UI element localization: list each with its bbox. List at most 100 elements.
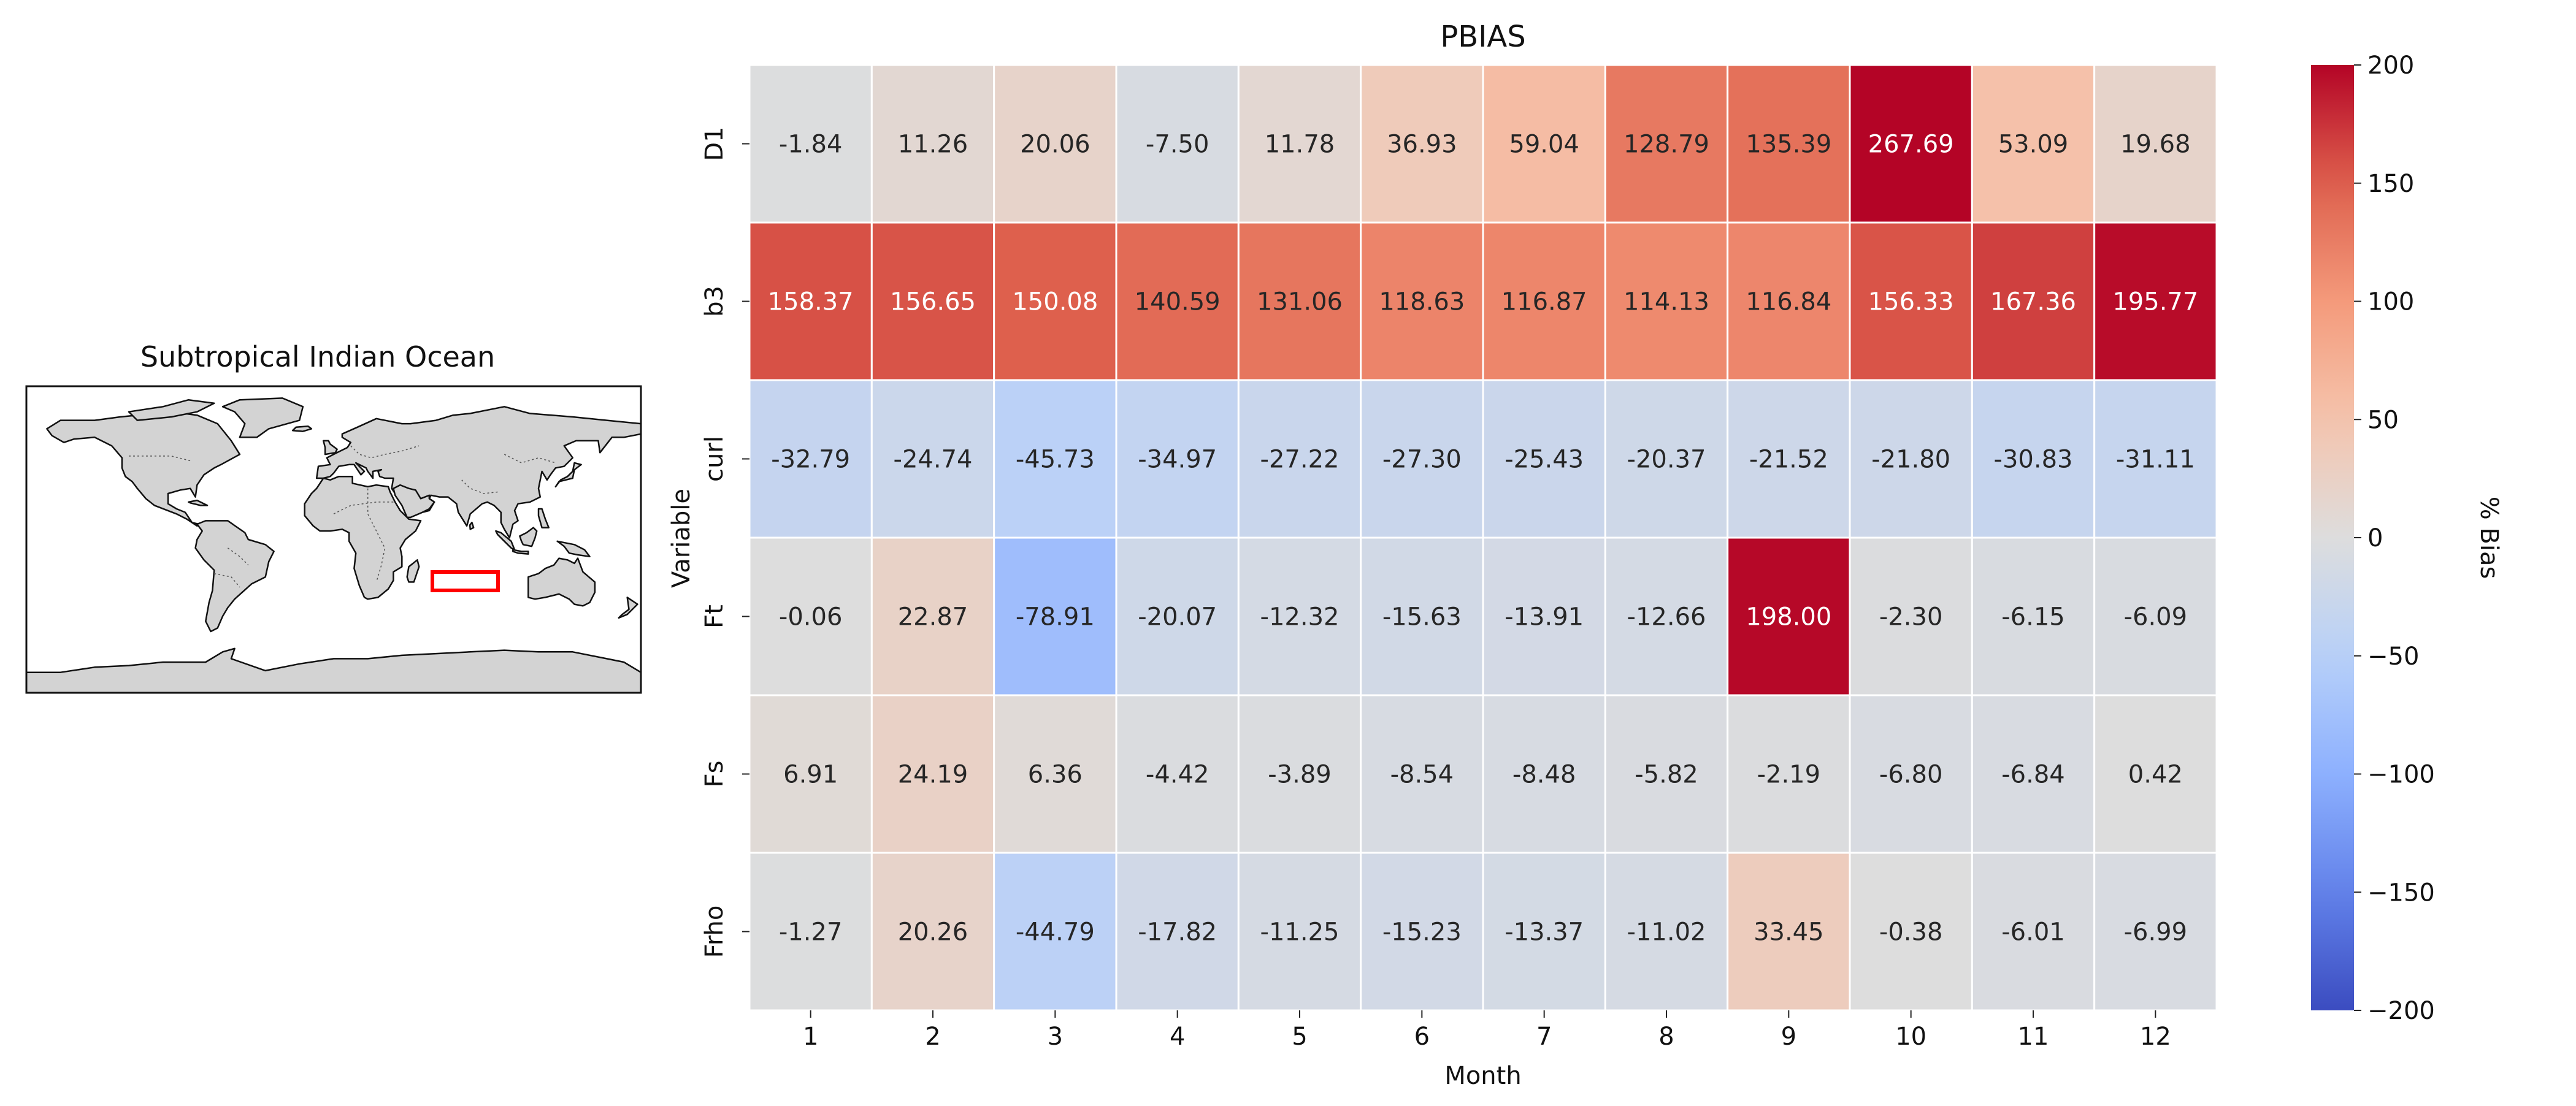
colorbar-tick-label: −150 (2367, 879, 2435, 907)
cell-label-ft-10: -2.30 (1879, 603, 1943, 631)
map-panel: Subtropical Indian Ocean (25, 340, 642, 694)
heatmap-cell-d1-11 (1971, 64, 2096, 224)
y-tick-label: Fs (700, 761, 729, 788)
cell-label-frho-3: -44.79 (1016, 918, 1095, 947)
cell-label-frho-10: -0.38 (1879, 918, 1943, 947)
heatmap-cell-frho-4 (1115, 852, 1240, 1012)
cell-label-d1-6: 36.93 (1387, 131, 1457, 159)
map-land (26, 397, 641, 693)
cell-label-fs-3: 6.36 (1028, 761, 1083, 789)
cell-label-curl-11: -30.83 (1994, 446, 2073, 474)
cell-label-b3-8: 114.13 (1623, 288, 1709, 316)
heatmap-cell-frho-10 (1849, 852, 1973, 1012)
cell-label-ft-4: -20.07 (1138, 603, 1217, 631)
heatmap-cell-fs-8 (1604, 694, 1729, 854)
cell-label-fs-10: -6.80 (1879, 761, 1943, 789)
y-tick-label: Ft (700, 604, 729, 628)
x-tick-label: 7 (1536, 1023, 1552, 1051)
cell-label-curl-10: -21.80 (1871, 446, 1950, 474)
heatmap-cell-ft-12 (2093, 536, 2218, 696)
heatmap-cell-d1-5 (1237, 64, 1362, 224)
cell-label-curl-6: -27.30 (1382, 446, 1462, 474)
country-border (461, 479, 500, 494)
cell-label-fs-12: 0.42 (2128, 761, 2183, 789)
heatmap-cell-fs-7 (1482, 694, 1606, 854)
heatmap-cell-fs-11 (1971, 694, 2096, 854)
land-japan (554, 462, 582, 488)
heatmap-panel: PBIAS -1.84 11.26 20.06 -7.50 11.78 36.93 59.0… (667, 20, 2218, 1090)
cell-label-d1-8: 128.79 (1623, 131, 1709, 159)
cell-label-d1-10: 267.69 (1868, 131, 1954, 159)
x-tick-label: 10 (1895, 1023, 1926, 1051)
cell-label-curl-4: -34.97 (1138, 446, 1217, 474)
cell-label-fs-9: -2.19 (1757, 761, 1821, 789)
cell-label-fs-5: -3.89 (1268, 761, 1332, 789)
cell-label-frho-11: -6.01 (2001, 918, 2065, 947)
heatmap-cell-d1-6 (1360, 64, 1484, 224)
cell-label-ft-1: -0.06 (779, 603, 843, 631)
heatmap-cell-fs-3 (993, 694, 1117, 854)
cell-label-b3-3: 150.08 (1012, 288, 1098, 316)
heatmap-cell-fs-12 (2093, 694, 2218, 854)
land-philippines (537, 508, 550, 528)
cell-label-curl-3: -45.73 (1016, 446, 1095, 474)
colorbar: 200 150 100 50 0 −50 −100 −150 −200 % Bias (2311, 51, 2503, 1025)
country-border (350, 445, 420, 459)
heatmap-cell-curl-8 (1604, 379, 1729, 539)
cell-label-frho-2: 20.26 (898, 918, 968, 947)
cell-label-b3-1: 158.37 (768, 288, 854, 316)
land-eurasia (315, 406, 641, 539)
cell-label-d1-1: -1.84 (779, 131, 843, 159)
map-frame (25, 385, 642, 694)
land-new-guinea (556, 540, 591, 558)
heatmap-cell-frho-1 (748, 852, 873, 1012)
heatmap-cell-curl-12 (2093, 379, 2218, 539)
country-border (504, 454, 556, 463)
heatmap-cell-ft-2 (870, 536, 995, 696)
land-south-america (194, 520, 275, 633)
cell-label-frho-9: 33.45 (1754, 918, 1824, 947)
x-tick-label: 1 (803, 1023, 818, 1051)
cell-label-fs-2: 24.19 (898, 761, 968, 789)
heatmap-cell-frho-12 (2093, 852, 2218, 1012)
cell-label-d1-4: -7.50 (1146, 131, 1209, 159)
cell-label-fs-6: -8.54 (1390, 761, 1454, 789)
cell-label-curl-1: -32.79 (771, 446, 850, 474)
land-madagascar (406, 559, 420, 583)
x-tick-label: 11 (2018, 1023, 2049, 1051)
cell-label-curl-8: -20.37 (1627, 446, 1706, 474)
heatmap-cell-d1-12 (2093, 64, 2218, 224)
colorbar-tick-label: −100 (2367, 761, 2435, 789)
heatmap-cell-d1-10 (1849, 64, 1973, 224)
cell-label-b3-9: 116.84 (1746, 288, 1831, 316)
cell-label-ft-7: -13.91 (1505, 603, 1584, 631)
cell-label-d1-2: 11.26 (898, 131, 968, 159)
heatmap-cell-b3-6 (1360, 221, 1484, 381)
heatmap-cell-ft-11 (1971, 536, 2096, 696)
land-australia (527, 557, 596, 607)
heatmap-cell-b3-9 (1727, 221, 1851, 381)
heatmap-cell-b3-10 (1849, 221, 1973, 381)
cell-label-curl-9: -21.52 (1749, 446, 1828, 474)
heatmap-cell-frho-5 (1237, 852, 1362, 1012)
cell-label-curl-12: -31.11 (2116, 446, 2195, 474)
cell-label-d1-7: 59.04 (1509, 131, 1579, 159)
land-africa (304, 475, 422, 600)
y-axis-label: Variable (667, 489, 696, 588)
colorbar-tick-label: 150 (2367, 170, 2414, 198)
heatmap-cell-ft-6 (1360, 536, 1484, 696)
cell-label-frho-4: -17.82 (1138, 918, 1217, 947)
x-tick-label: 2 (925, 1023, 940, 1051)
land-antarctica (26, 647, 641, 693)
land-borneo (519, 527, 538, 547)
heatmap-cell-d1-7 (1482, 64, 1606, 224)
y-tick-label: D1 (700, 126, 729, 161)
heatmap-cell-ft-5 (1237, 536, 1362, 696)
cell-label-ft-6: -15.63 (1382, 603, 1462, 631)
heatmap-cell-frho-6 (1360, 852, 1484, 1012)
heatmap-cell-curl-3 (993, 379, 1117, 539)
cell-label-fs-8: -5.82 (1635, 761, 1698, 789)
heatmap-cell-frho-2 (870, 852, 995, 1012)
land-sumatra (495, 530, 516, 551)
land-uk (323, 440, 338, 456)
